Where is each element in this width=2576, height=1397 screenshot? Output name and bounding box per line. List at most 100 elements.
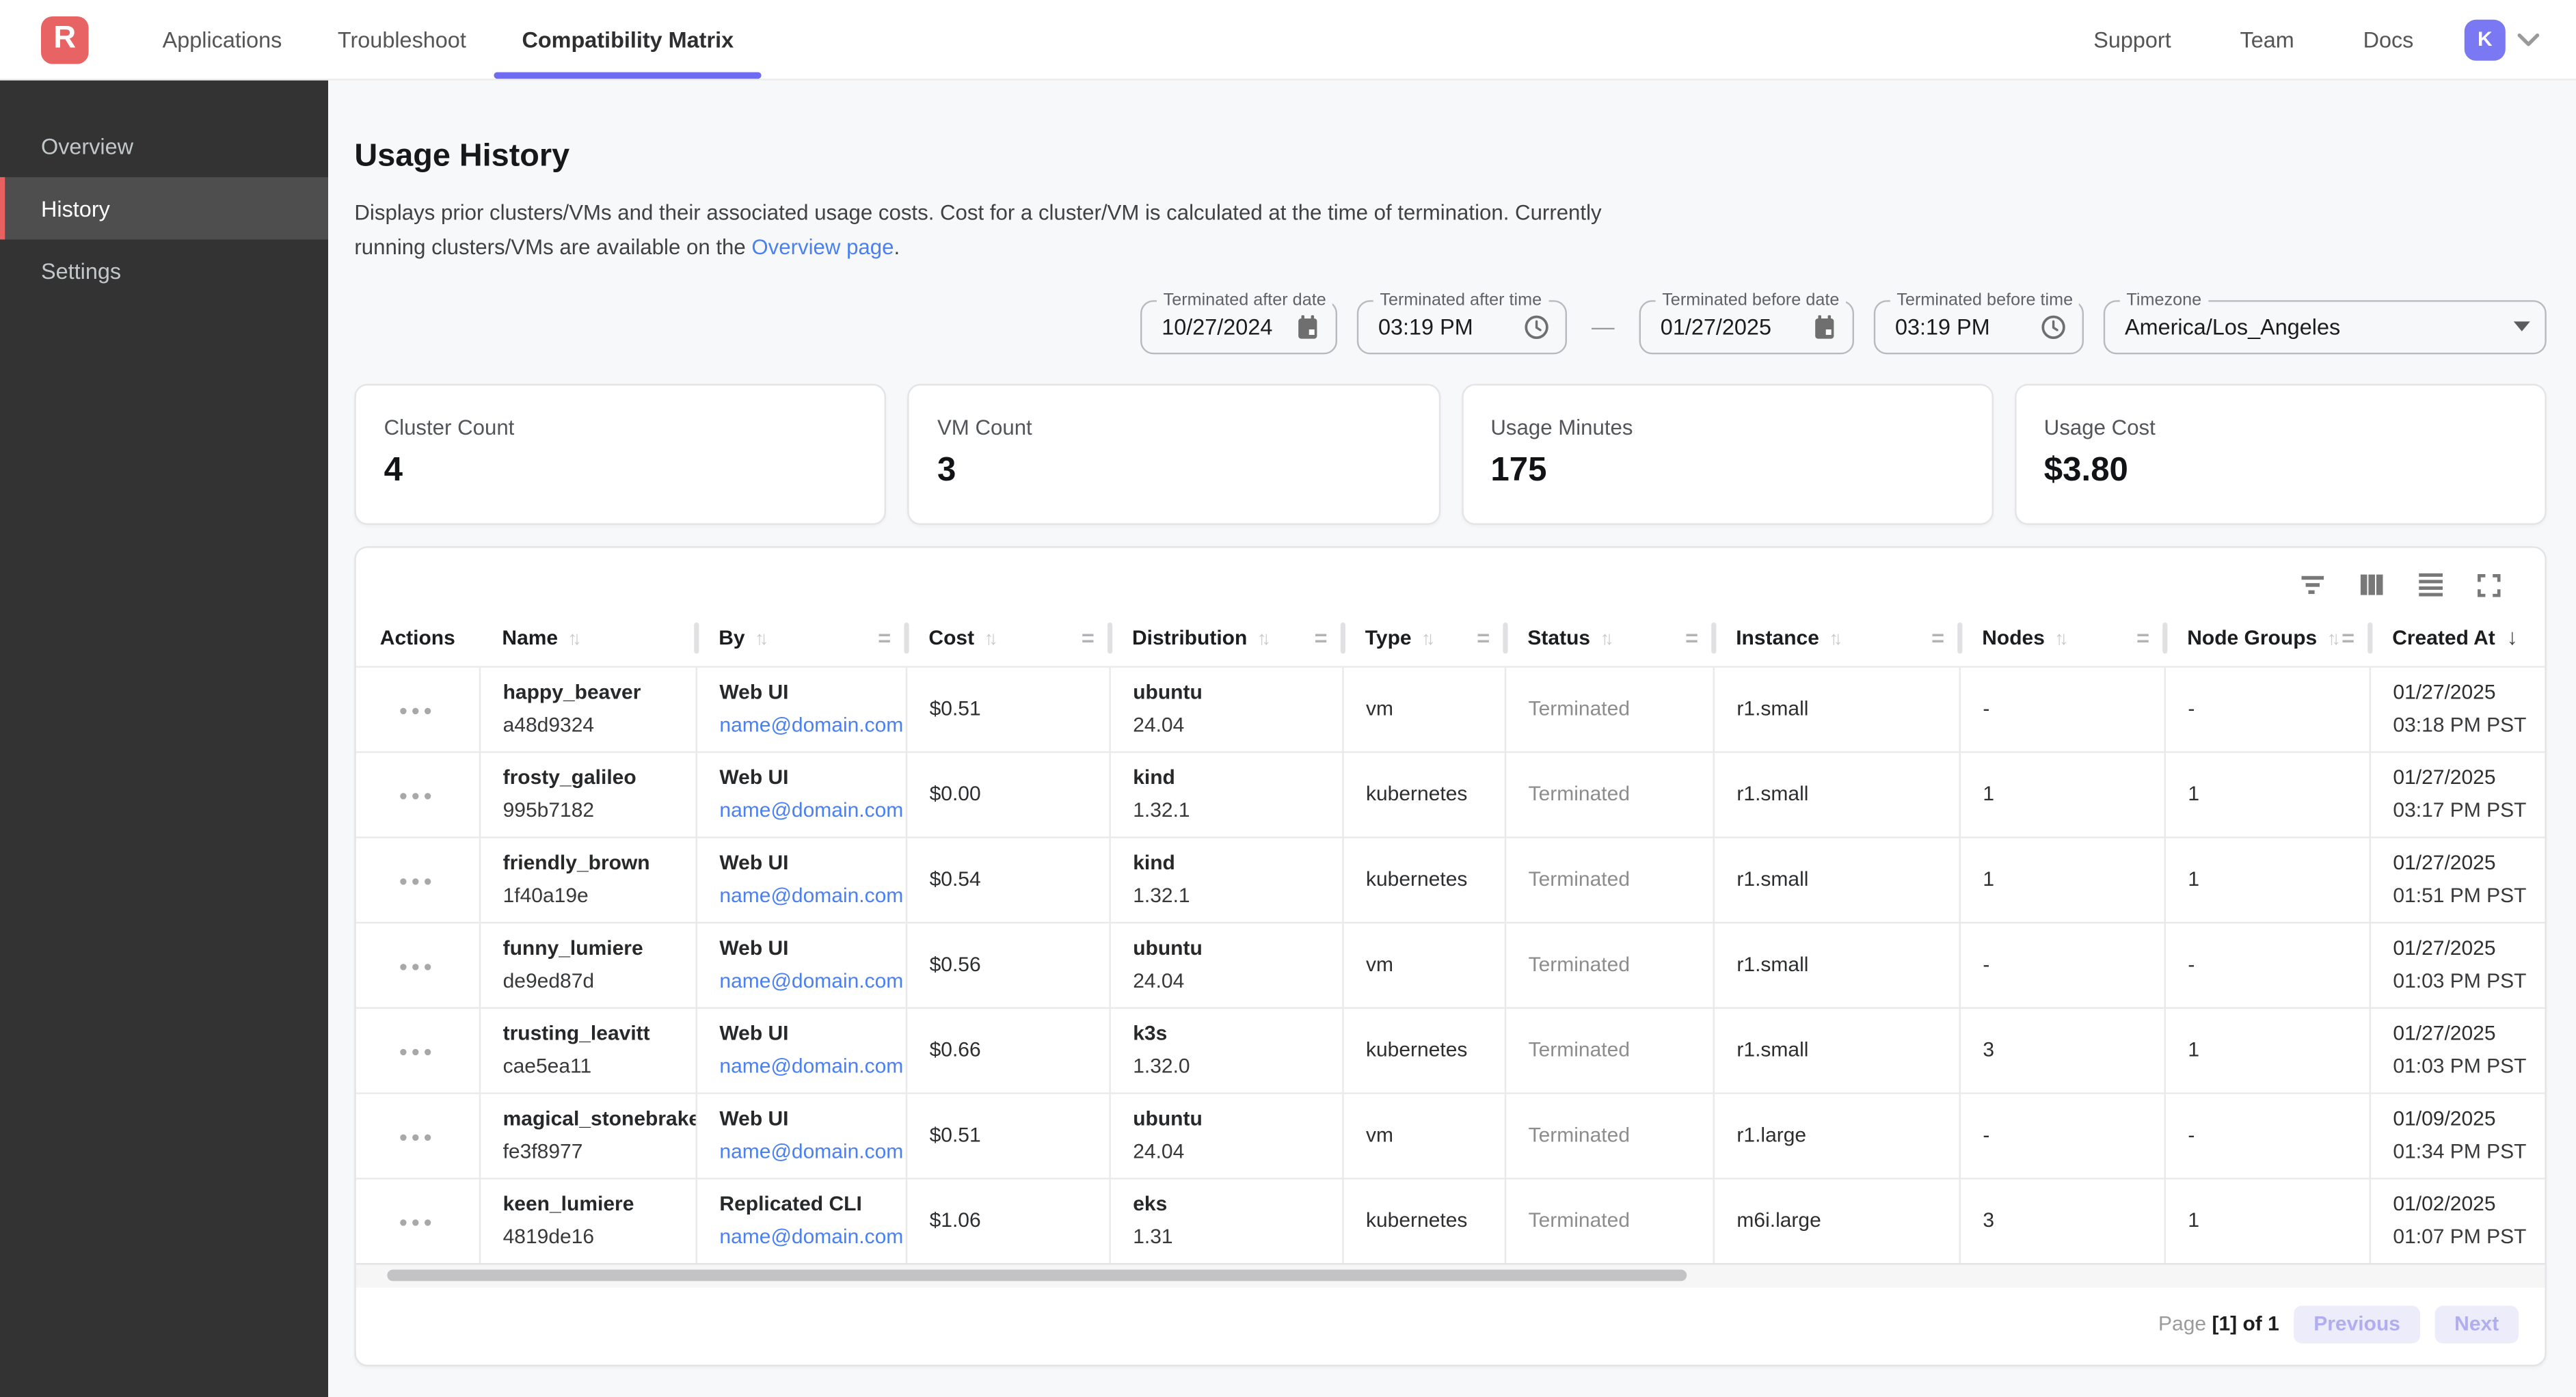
distribution: ubuntu (1133, 1107, 1203, 1130)
sort-arrows-icon[interactable]: ↑↓ (754, 629, 768, 649)
node-groups-cell: 1 (2164, 750, 2370, 837)
sort-arrows-icon[interactable]: ↑↓ (1600, 629, 1613, 649)
horizontal-scrollbar-thumb[interactable] (387, 1269, 1687, 1281)
timezone-select[interactable]: Timezone America/Los_Angeles (2103, 289, 2547, 354)
distribution-version: 1.32.1 (1133, 884, 1190, 908)
creator-email-link[interactable]: name@domain.com (719, 1055, 904, 1079)
next-page-button[interactable]: Next (2434, 1305, 2519, 1343)
row-actions-button[interactable]: ●●● (399, 787, 435, 804)
column-menu-icon[interactable]: = (2342, 625, 2355, 650)
status-cell: Terminated (1504, 836, 1714, 923)
column-menu-icon[interactable]: = (878, 625, 891, 650)
sidebar-item-overview[interactable]: Overview (41, 133, 134, 159)
sidebar: Overview History Settings (0, 79, 329, 1397)
field-label: Terminated before date (1655, 289, 1846, 310)
column-menu-icon[interactable]: = (1081, 625, 1095, 650)
distribution-version: 24.04 (1133, 1140, 1185, 1163)
nav-link-team[interactable]: Team (2240, 27, 2294, 52)
sort-arrows-icon[interactable]: ↑↓ (1257, 629, 1271, 649)
column-header-node-groups[interactable]: Node Groups ↑↓ = (2164, 609, 2373, 667)
clock-icon[interactable] (2039, 312, 2067, 340)
column-header-type[interactable]: Type ↑↓ = (1342, 609, 1508, 667)
tab-compatibility-matrix[interactable]: Compatibility Matrix (494, 0, 762, 79)
node-groups-cell: - (2164, 666, 2370, 752)
page-title: Usage History (354, 137, 570, 174)
terminated-after-date-field[interactable]: Terminated after date 10/27/2024 (1140, 289, 1338, 354)
previous-page-button[interactable]: Previous (2294, 1305, 2420, 1343)
main-content: Usage History Displays prior clusters/VM… (328, 79, 2576, 1397)
status-cell: Terminated (1504, 1006, 1714, 1093)
sort-arrows-icon[interactable]: ↑↓ (2054, 629, 2068, 649)
cluster-name: trusting_leavitt (502, 1022, 650, 1046)
sort-arrows-icon[interactable]: ↑↓ (1421, 629, 1435, 649)
dropdown-arrow-icon[interactable] (2513, 321, 2530, 332)
row-actions-button[interactable]: ●●● (399, 1214, 435, 1231)
columns-icon[interactable] (2354, 569, 2387, 601)
sidebar-item-settings[interactable]: Settings (41, 258, 122, 284)
node-groups-cell: - (2164, 921, 2370, 1007)
chevron-down-icon[interactable] (2517, 32, 2540, 47)
fullscreen-icon[interactable] (2473, 569, 2506, 601)
created-time: 01:51 PM PST (2393, 884, 2527, 908)
creator-email-link[interactable]: name@domain.com (719, 1225, 904, 1249)
column-header-distribution[interactable]: Distribution ↑↓ = (1109, 609, 1346, 667)
column-header-status[interactable]: Status ↑↓ = (1504, 609, 1717, 667)
terminated-before-date-field[interactable]: Terminated before date 01/27/2025 (1639, 289, 1854, 354)
column-menu-icon[interactable]: = (1314, 625, 1328, 650)
brand-logo[interactable]: R (41, 15, 89, 64)
nodes-cell: 1 (1959, 836, 2165, 923)
nav-link-docs[interactable]: Docs (2363, 27, 2414, 52)
sort-desc-icon[interactable]: ↓ (2506, 625, 2518, 650)
table-row: ●●● funny_lumiere de9ed87d Web UI name@dom… (355, 921, 2545, 1007)
page-description: Displays prior clusters/VMs and their as… (354, 197, 1654, 265)
avatar[interactable]: K (2464, 18, 2506, 60)
sort-arrows-icon[interactable]: ↑↓ (1829, 629, 1842, 649)
column-header-cost[interactable]: Cost ↑↓ = (905, 609, 1113, 667)
column-menu-icon[interactable]: = (1931, 625, 1944, 650)
creator-email-link[interactable]: name@domain.com (719, 799, 904, 822)
table-header-row: Actions Name ↑↓ By ↑↓ = Cost ↑↓ = Distributio… (355, 609, 2545, 667)
terminated-before-time-field[interactable]: Terminated before time 03:19 PM (1873, 289, 2084, 354)
sort-arrows-icon[interactable]: ↑↓ (984, 629, 997, 649)
usage-table-card: Actions Name ↑↓ By ↑↓ = Cost ↑↓ = Distributio… (354, 545, 2547, 1366)
column-menu-icon[interactable]: = (2136, 625, 2150, 650)
tab-troubleshoot[interactable]: Troubleshoot (337, 27, 466, 52)
cluster-name: friendly_brown (502, 851, 650, 875)
pagination: Page [1] of 1 Previous Next (356, 1287, 2545, 1364)
creator-email-link[interactable]: name@domain.com (719, 1140, 904, 1163)
field-value: 03:19 PM (1378, 314, 1473, 339)
column-header-instance[interactable]: Instance ↑↓ = (1713, 609, 1963, 667)
row-actions-button[interactable]: ●●● (399, 873, 435, 890)
nav-link-support[interactable]: Support (2093, 27, 2171, 52)
column-header-nodes[interactable]: Nodes ↑↓ = (1959, 609, 2168, 667)
row-actions-button[interactable]: ●●● (399, 1128, 435, 1145)
column-menu-icon[interactable]: = (1685, 625, 1698, 650)
top-nav: R Applications Troubleshoot Compatibilit… (0, 0, 2576, 81)
created-by: Web UI (719, 681, 789, 704)
clock-icon[interactable] (1522, 312, 1551, 340)
creator-email-link[interactable]: name@domain.com (719, 884, 904, 908)
density-icon[interactable] (2413, 569, 2446, 601)
column-header-by[interactable]: By ↑↓ = (695, 609, 909, 667)
tab-applications[interactable]: Applications (162, 27, 282, 52)
sort-arrows-icon[interactable]: ↑↓ (2326, 629, 2341, 649)
column-header-name[interactable]: Name ↑↓ (479, 609, 699, 667)
row-actions-button[interactable]: ●●● (399, 958, 435, 975)
page-indicator: Page [1] of 1 (2158, 1312, 2279, 1335)
row-actions-button[interactable]: ●●● (399, 1043, 435, 1060)
column-header-created-at[interactable]: Created At ↓ (2369, 609, 2545, 667)
horizontal-scrollbar-track[interactable] (355, 1262, 2545, 1288)
terminated-after-time-field[interactable]: Terminated after time 03:19 PM (1356, 289, 1567, 354)
sidebar-item-history[interactable]: History (0, 177, 329, 240)
creator-email-link[interactable]: name@domain.com (719, 714, 904, 737)
calendar-icon[interactable] (1295, 312, 1321, 340)
cost-cell: $0.51 (905, 1091, 1110, 1178)
sort-arrows-icon[interactable]: ↑↓ (567, 629, 582, 649)
filter-icon[interactable] (2296, 569, 2329, 601)
calendar-icon[interactable] (1812, 312, 1838, 340)
row-actions-button[interactable]: ●●● (399, 702, 435, 719)
creator-email-link[interactable]: name@domain.com (719, 969, 904, 993)
distribution-version: 1.32.0 (1133, 1055, 1190, 1079)
overview-page-link[interactable]: Overview page (751, 234, 894, 259)
column-menu-icon[interactable]: = (1477, 625, 1490, 650)
